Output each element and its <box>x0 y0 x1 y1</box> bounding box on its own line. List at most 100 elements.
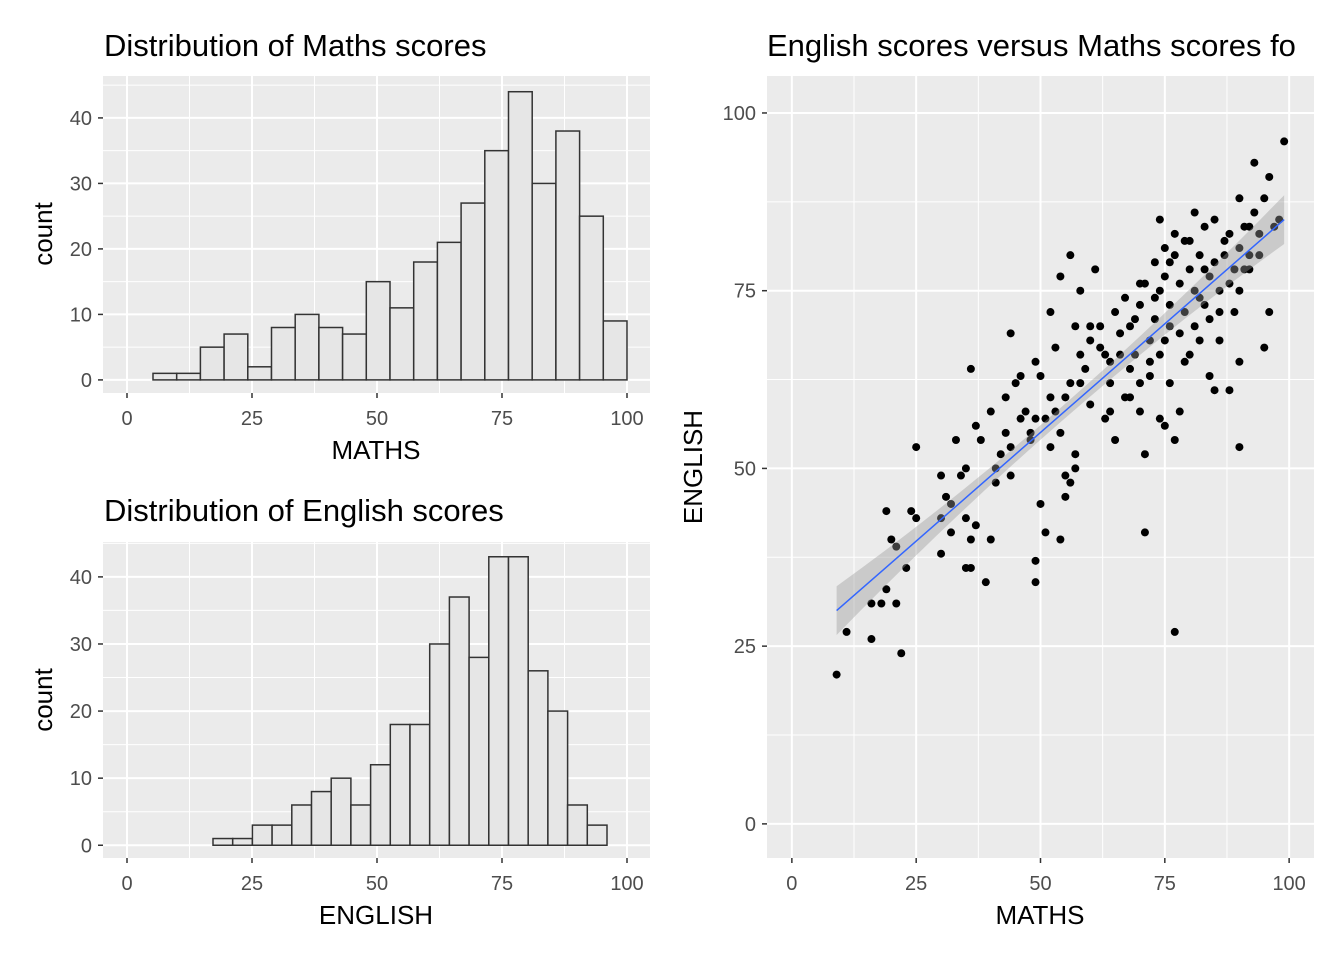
data-point <box>1205 272 1214 281</box>
data-point <box>1190 286 1199 295</box>
y-tick-label: 20 <box>70 239 92 261</box>
data-point <box>1116 350 1125 359</box>
data-point <box>1255 229 1264 238</box>
y-tick-label: 100 <box>723 103 756 125</box>
histogram-bar <box>330 777 352 847</box>
data-point <box>1145 372 1154 381</box>
data-point <box>1235 443 1244 452</box>
x-tick-label: 75 <box>491 873 513 895</box>
y-tick-label: 25 <box>734 636 756 658</box>
data-point <box>1071 322 1080 331</box>
data-point <box>1086 400 1095 409</box>
data-point <box>1011 379 1020 388</box>
data-point <box>1066 379 1075 388</box>
histogram-bar <box>468 656 490 847</box>
data-point <box>1111 308 1120 317</box>
data-point <box>1036 372 1045 381</box>
data-point <box>1031 357 1040 366</box>
x-tick-label: 100 <box>610 408 643 430</box>
data-point <box>1076 379 1085 388</box>
data-point <box>1140 528 1149 537</box>
data-point <box>1150 258 1159 267</box>
x-tick-label: 75 <box>1154 873 1176 895</box>
data-point <box>892 542 901 551</box>
data-point <box>1041 414 1050 423</box>
data-point <box>1031 414 1040 423</box>
y-tick-label: 0 <box>745 814 756 836</box>
data-point <box>1130 315 1139 324</box>
data-point <box>1190 208 1199 217</box>
x-tick-label: 0 <box>786 873 797 895</box>
x-tick-label: 25 <box>905 873 927 895</box>
y-tick-label: 0 <box>81 835 92 857</box>
y-tick-label: 40 <box>70 567 92 589</box>
x-tick-label: 50 <box>1029 873 1051 895</box>
data-point <box>1071 464 1080 473</box>
data-point <box>1225 229 1234 238</box>
data-point <box>1046 308 1055 317</box>
data-point <box>1135 379 1144 388</box>
data-point <box>946 499 955 508</box>
data-point <box>1270 222 1279 231</box>
data-point <box>1006 443 1015 452</box>
data-point <box>1225 386 1234 395</box>
english-histogram-title: Distribution of English scores <box>104 493 504 528</box>
data-point <box>882 585 891 594</box>
histogram-bar <box>223 333 249 381</box>
data-point <box>1106 407 1115 416</box>
scatter-ylabel: ENGLISH <box>678 410 708 524</box>
data-point <box>1170 435 1179 444</box>
histogram-bar <box>602 320 628 381</box>
data-point <box>1155 286 1164 295</box>
x-tick-label: 100 <box>1272 873 1305 895</box>
points-layer <box>832 137 1289 679</box>
data-point <box>1121 293 1130 302</box>
data-point <box>1265 308 1274 317</box>
data-point <box>1195 251 1204 260</box>
histogram-bar <box>231 837 254 847</box>
data-point <box>1140 450 1149 459</box>
x-tick-label: 75 <box>491 408 513 430</box>
data-point <box>1036 499 1045 508</box>
y-tick-label: 30 <box>70 634 92 656</box>
data-point <box>1056 428 1065 437</box>
y-tick-label: 50 <box>734 458 756 480</box>
data-point <box>1220 251 1229 260</box>
data-point <box>1001 428 1010 437</box>
data-point <box>1031 556 1040 565</box>
data-point <box>1160 336 1169 345</box>
histogram-bar <box>566 804 589 847</box>
data-point <box>1215 308 1224 317</box>
histogram-bar <box>199 346 225 381</box>
data-point <box>1016 414 1025 423</box>
data-point <box>1145 357 1154 366</box>
data-point <box>946 528 955 537</box>
x-tick-label: 50 <box>366 408 388 430</box>
y-tick-label: 75 <box>734 281 756 303</box>
data-point <box>1265 172 1274 181</box>
histogram-bar <box>212 837 234 847</box>
data-point <box>1215 286 1224 295</box>
data-point <box>942 492 951 501</box>
data-point <box>1260 343 1269 352</box>
data-point <box>867 635 876 644</box>
data-point <box>1235 357 1244 366</box>
data-point <box>1071 450 1080 459</box>
data-point <box>1031 578 1040 587</box>
data-point <box>1016 372 1025 381</box>
data-point <box>1180 236 1189 245</box>
data-point <box>971 421 980 430</box>
y-tick-label: 10 <box>70 304 92 326</box>
data-point <box>981 578 990 587</box>
data-point <box>1215 336 1224 345</box>
x-tick-label: 0 <box>121 408 132 430</box>
data-point <box>1066 478 1075 487</box>
data-point <box>961 464 970 473</box>
data-point <box>1006 471 1015 480</box>
maths-histogram-panel: Distribution of Maths scores 0 25 50 75 100 0… <box>28 28 650 465</box>
histogram-bar <box>428 643 451 847</box>
data-point <box>1255 251 1264 260</box>
data-point <box>1116 329 1125 338</box>
data-point <box>1041 528 1050 537</box>
data-point <box>1165 379 1174 388</box>
